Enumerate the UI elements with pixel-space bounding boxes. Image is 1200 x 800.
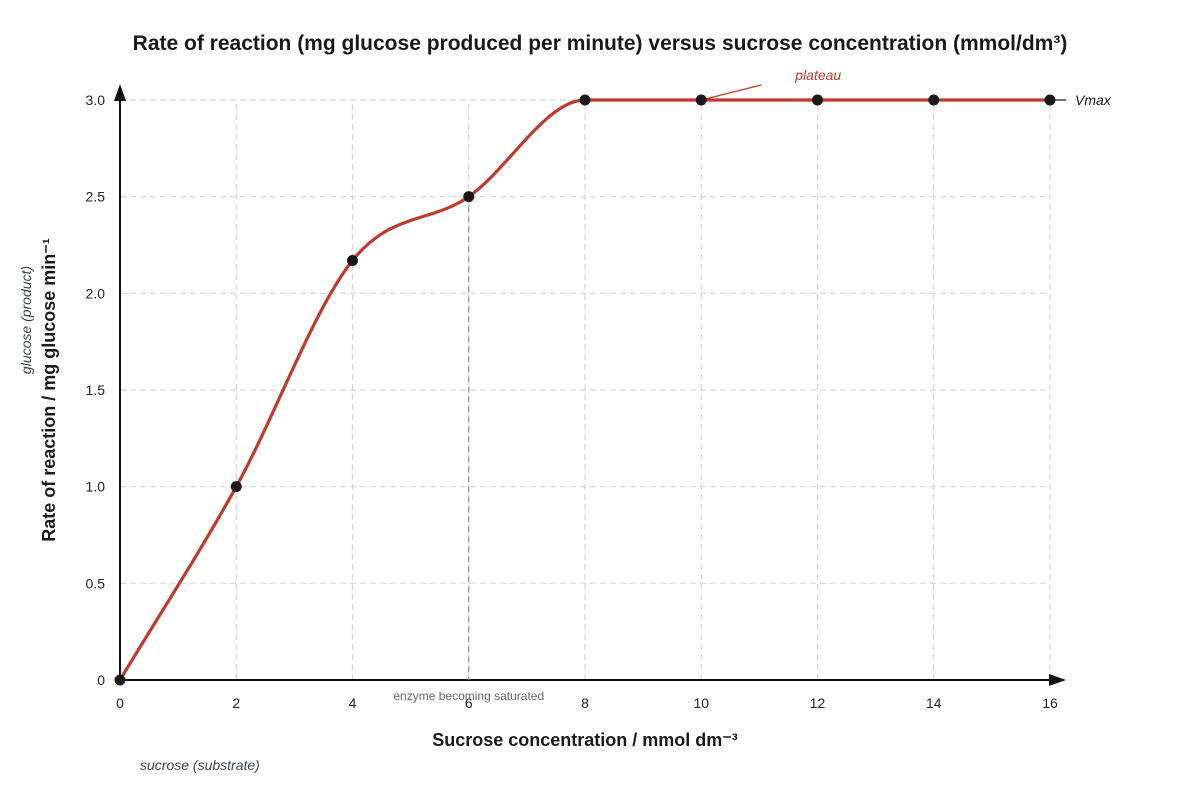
x-axis-sublabel: sucrose (substrate) [140, 757, 260, 773]
rate-curve [118, 98, 1052, 682]
data-point [347, 254, 358, 266]
x-tick-label: 16 [1042, 695, 1058, 711]
y-axis-sublabel: glucose (product) [18, 266, 34, 374]
x-axis-label: Sucrose concentration / mmol dm⁻³ [432, 730, 738, 750]
data-point [114, 674, 126, 686]
y-tick-label: 1.0 [86, 479, 106, 495]
y-axis-label: Rate of reaction / mg glucose min⁻¹ [39, 238, 59, 542]
data-point [230, 481, 242, 493]
chart-title: Rate of reaction (mg glucose produced pe… [133, 32, 1068, 55]
x-tick-label: 4 [349, 695, 357, 711]
y-tick-label: 0.5 [86, 575, 106, 591]
data-point [1044, 94, 1056, 106]
tick-labels: 0 2 4 6 8 10 12 14 16 0 0.5 1.0 1.5 2.0 2.5 3.0 [86, 92, 1058, 711]
gridlines [120, 99, 1051, 680]
y-tick-label: 0 [97, 672, 105, 688]
plateau-pointer-line [701, 84, 762, 101]
y-tick-label: 3.0 [86, 92, 106, 108]
x-tick-label: 6 [465, 695, 473, 711]
data-point [928, 94, 940, 106]
x-tick-label: 14 [926, 695, 942, 711]
x-tick-label: 12 [810, 695, 826, 711]
data-point [463, 191, 475, 203]
x-tick-label: 8 [581, 695, 589, 711]
y-tick-label: 2.0 [86, 285, 106, 301]
x-tick-label: 10 [693, 695, 709, 711]
plateau-label: plateau [794, 67, 841, 83]
x-tick-label: 0 [116, 695, 124, 711]
vmax-label: Vmax [1075, 92, 1112, 108]
data-points [114, 94, 1056, 686]
y-tick-label: 2.5 [86, 189, 106, 205]
y-axis-arrow-icon [114, 84, 126, 101]
x-axis-arrow-icon [1049, 674, 1066, 686]
data-point [579, 94, 591, 106]
data-point [812, 94, 823, 106]
y-tick-label: 1.5 [86, 382, 106, 398]
data-point [695, 94, 707, 106]
saturation-note: enzyme becoming saturated [393, 689, 544, 703]
x-tick-label: 2 [232, 695, 240, 711]
